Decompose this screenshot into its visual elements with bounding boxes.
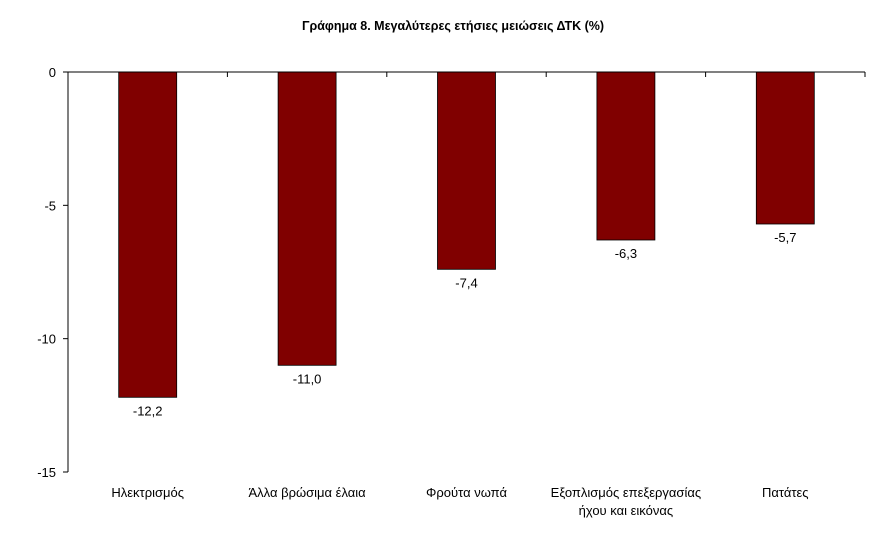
bar [277, 71, 337, 366]
y-tick-label: -5 [44, 198, 56, 213]
x-category-label: Άλλα βρώσιμα έλαια [249, 485, 367, 500]
data-label: -12,2 [133, 403, 163, 418]
chart-title: Γράφημα 8. Μεγαλύτερες ετήσιες μειώσεις … [302, 19, 604, 33]
y-tick-label: -15 [37, 465, 56, 480]
bar [437, 71, 496, 270]
x-category-label: Φρούτα νωπά [426, 485, 507, 500]
x-category-label: ήχου και εικόνας [579, 503, 674, 518]
bar [596, 71, 656, 241]
data-label: -5,7 [774, 230, 796, 245]
data-label: -11,0 [293, 371, 322, 386]
data-label: -7,4 [455, 275, 477, 290]
y-tick-label: -10 [37, 332, 56, 347]
x-category-label: Εξοπλισμός επεξεργασίας [551, 485, 701, 500]
x-category-label: Ηλεκτρισμός [111, 485, 184, 500]
plot-area: 0 -5 -10 -15 -12,2 -11,0 -7,4 -6,3 -5,7 Ηλεκτρισμ… [37, 65, 866, 518]
y-tick-label: 0 [49, 65, 56, 80]
data-label: -6,3 [615, 246, 637, 261]
bar [118, 71, 178, 398]
bar [755, 71, 815, 225]
x-category-label: Πατάτες [762, 485, 809, 500]
